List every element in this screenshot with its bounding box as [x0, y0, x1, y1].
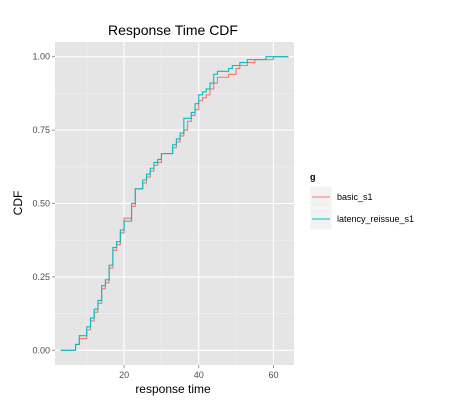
y-tick-label: 0.50 — [32, 199, 50, 209]
x-axis-title: response time — [135, 382, 211, 396]
x-tick-label: 20 — [119, 370, 129, 380]
legend-items: basic_s1 latency_reissue_s1 — [309, 185, 414, 231]
legend: g basic_s1 latency_reissue_s1 — [309, 172, 414, 231]
y-tick-labels: 0.00 0.25 0.50 0.75 1.00 — [32, 52, 50, 356]
y-tick-label: 0.25 — [32, 272, 50, 282]
y-axis-title: CDF — [11, 191, 25, 216]
chart-title: Response Time CDF — [108, 22, 238, 38]
axis-ticks — [52, 56, 274, 368]
series-line-latency-reissue-s1 — [60, 56, 289, 351]
y-tick-label: 1.00 — [32, 52, 50, 62]
series-layer — [60, 56, 289, 351]
x-tick-labels: 20 40 60 — [119, 370, 278, 380]
legend-label: basic_s1 — [337, 192, 373, 202]
legend-label: latency_reissue_s1 — [337, 214, 414, 224]
major-gridlines — [55, 42, 294, 365]
legend-title: g — [310, 172, 316, 182]
x-tick-label: 40 — [194, 370, 204, 380]
x-tick-label: 60 — [268, 370, 278, 380]
y-tick-label: 0.75 — [32, 125, 50, 135]
y-tick-label: 0.00 — [32, 345, 50, 355]
